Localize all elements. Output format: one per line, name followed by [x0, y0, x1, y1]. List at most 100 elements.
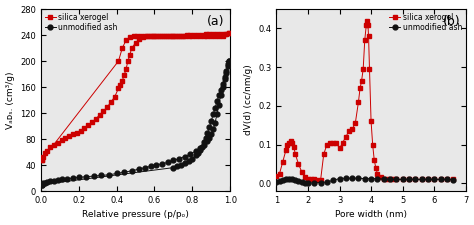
unmodified ash	[212, 122, 218, 124]
unmodified ash	[220, 86, 226, 88]
silica xerogel	[155, 34, 161, 37]
unmodified ash	[450, 178, 456, 181]
silica xerogel	[178, 34, 184, 37]
unmodified ash	[205, 140, 210, 142]
unmodified ash	[412, 178, 418, 181]
unmodified ash	[207, 136, 212, 139]
Text: (b): (b)	[442, 15, 460, 27]
silica xerogel	[137, 38, 142, 40]
Legend: silica xerogel, unmodified ash: silica xerogel, unmodified ash	[387, 11, 464, 34]
unmodified ash	[210, 128, 216, 131]
unmodified ash	[193, 149, 199, 152]
unmodified ash	[176, 157, 182, 160]
Y-axis label: dV(d) (cc/nm/g): dV(d) (cc/nm/g)	[244, 65, 253, 135]
Line: silica xerogel: silica xerogel	[39, 31, 231, 162]
Line: unmodified ash: unmodified ash	[39, 59, 231, 187]
silica xerogel	[315, 179, 320, 182]
unmodified ash	[99, 174, 104, 177]
unmodified ash	[154, 164, 159, 166]
unmodified ash	[137, 168, 142, 170]
unmodified ash	[387, 178, 393, 181]
X-axis label: Relative pressure (p/pₒ): Relative pressure (p/pₒ)	[82, 210, 189, 219]
unmodified ash	[337, 177, 342, 180]
unmodified ash	[44, 181, 49, 183]
unmodified ash	[425, 178, 431, 181]
unmodified ash	[226, 60, 232, 62]
unmodified ash	[400, 178, 405, 181]
unmodified ash	[59, 178, 64, 181]
silica xerogel	[359, 79, 365, 82]
unmodified ash	[70, 177, 76, 179]
unmodified ash	[201, 144, 207, 146]
silica xerogel	[365, 19, 370, 22]
unmodified ash	[349, 177, 355, 180]
unmodified ash	[171, 159, 176, 162]
unmodified ash	[142, 166, 148, 169]
unmodified ash	[182, 155, 188, 158]
unmodified ash	[55, 179, 61, 181]
unmodified ash	[40, 182, 46, 184]
unmodified ash	[286, 177, 292, 180]
silica xerogel	[311, 178, 317, 181]
unmodified ash	[165, 161, 171, 164]
unmodified ash	[311, 182, 317, 184]
silica xerogel	[292, 153, 298, 156]
unmodified ash	[438, 178, 443, 181]
silica xerogel	[226, 32, 232, 34]
silica xerogel	[288, 140, 293, 143]
unmodified ash	[214, 113, 220, 116]
unmodified ash	[39, 183, 45, 186]
silica xerogel	[450, 178, 456, 181]
unmodified ash	[224, 71, 229, 74]
Text: (a): (a)	[207, 15, 225, 27]
silica xerogel	[40, 156, 46, 159]
unmodified ash	[283, 178, 289, 181]
unmodified ash	[289, 178, 295, 180]
unmodified ash	[444, 178, 450, 181]
silica xerogel	[280, 161, 285, 163]
unmodified ash	[393, 178, 399, 181]
unmodified ash	[83, 175, 89, 178]
unmodified ash	[406, 178, 412, 181]
Line: silica xerogel: silica xerogel	[274, 18, 456, 183]
Y-axis label: Vₐᴅₛ. (cm³/g): Vₐᴅₛ. (cm³/g)	[6, 71, 15, 129]
unmodified ash	[302, 181, 308, 184]
unmodified ash	[106, 173, 112, 176]
unmodified ash	[343, 177, 349, 180]
unmodified ash	[299, 180, 304, 183]
unmodified ash	[51, 179, 57, 182]
unmodified ash	[47, 180, 53, 183]
unmodified ash	[197, 147, 203, 149]
silica xerogel	[273, 174, 279, 177]
unmodified ash	[42, 181, 47, 184]
Legend: silica xerogel, unmodified ash: silica xerogel, unmodified ash	[43, 11, 119, 34]
unmodified ash	[419, 178, 424, 181]
unmodified ash	[273, 181, 279, 183]
unmodified ash	[209, 133, 214, 135]
unmodified ash	[324, 181, 330, 183]
unmodified ash	[296, 180, 301, 182]
silica xerogel	[108, 101, 114, 103]
unmodified ash	[218, 94, 224, 96]
unmodified ash	[114, 172, 119, 175]
unmodified ash	[280, 179, 285, 182]
unmodified ash	[129, 169, 135, 172]
unmodified ash	[216, 103, 222, 106]
unmodified ash	[76, 176, 82, 179]
unmodified ash	[159, 162, 165, 165]
unmodified ash	[318, 181, 323, 184]
unmodified ash	[292, 179, 298, 182]
unmodified ash	[121, 171, 127, 173]
Line: unmodified ash: unmodified ash	[274, 176, 456, 185]
unmodified ash	[148, 165, 154, 168]
unmodified ash	[91, 175, 97, 178]
unmodified ash	[188, 153, 193, 155]
unmodified ash	[277, 180, 283, 183]
silica xerogel	[39, 158, 45, 161]
unmodified ash	[222, 78, 228, 81]
unmodified ash	[381, 178, 386, 180]
unmodified ash	[368, 177, 374, 180]
unmodified ash	[362, 177, 368, 180]
unmodified ash	[226, 64, 231, 67]
silica xerogel	[148, 34, 154, 37]
